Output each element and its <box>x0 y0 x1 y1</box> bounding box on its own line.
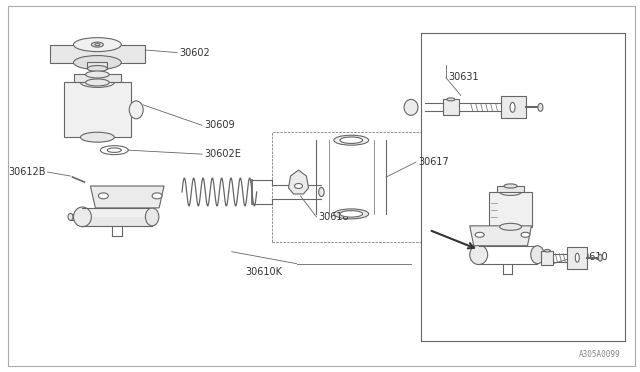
Ellipse shape <box>319 187 324 196</box>
Bar <box>489 192 532 227</box>
Ellipse shape <box>500 189 522 195</box>
Ellipse shape <box>538 103 543 111</box>
Ellipse shape <box>99 193 108 199</box>
Text: 30602: 30602 <box>179 48 210 58</box>
Ellipse shape <box>294 183 303 189</box>
Text: 30631: 30631 <box>448 73 479 83</box>
Ellipse shape <box>95 44 100 46</box>
Ellipse shape <box>476 232 484 237</box>
Bar <box>74 74 121 83</box>
Bar <box>443 99 459 115</box>
Bar <box>49 45 145 62</box>
Text: 30610K: 30610K <box>245 267 282 277</box>
Ellipse shape <box>521 232 530 237</box>
Polygon shape <box>289 170 308 194</box>
Bar <box>83 208 152 217</box>
Ellipse shape <box>86 71 109 78</box>
Ellipse shape <box>531 246 544 264</box>
Ellipse shape <box>81 77 115 87</box>
Ellipse shape <box>510 102 515 112</box>
Ellipse shape <box>74 38 121 52</box>
Text: 30609: 30609 <box>204 120 234 130</box>
Text: 30618: 30618 <box>319 212 349 222</box>
Ellipse shape <box>340 211 363 217</box>
Polygon shape <box>500 96 525 118</box>
Ellipse shape <box>152 193 162 199</box>
Bar <box>63 83 131 137</box>
Ellipse shape <box>598 254 602 261</box>
Ellipse shape <box>108 148 121 153</box>
Bar <box>541 251 554 264</box>
Bar <box>271 132 421 242</box>
Ellipse shape <box>334 135 369 145</box>
Ellipse shape <box>545 250 550 252</box>
Text: A305A0099: A305A0099 <box>579 350 620 359</box>
Polygon shape <box>567 247 588 269</box>
Ellipse shape <box>340 137 363 144</box>
Ellipse shape <box>470 245 488 264</box>
Ellipse shape <box>92 42 103 47</box>
Text: 30617: 30617 <box>418 157 449 167</box>
Ellipse shape <box>447 98 455 101</box>
Bar <box>497 186 524 192</box>
Ellipse shape <box>74 55 121 70</box>
Ellipse shape <box>145 208 159 226</box>
Ellipse shape <box>500 223 522 230</box>
Ellipse shape <box>100 146 128 155</box>
Ellipse shape <box>86 79 109 86</box>
Ellipse shape <box>74 207 92 227</box>
Ellipse shape <box>68 214 73 220</box>
Polygon shape <box>90 186 164 208</box>
Ellipse shape <box>81 132 115 142</box>
Ellipse shape <box>334 209 369 219</box>
Text: 30610: 30610 <box>577 252 608 262</box>
Ellipse shape <box>404 99 418 115</box>
Ellipse shape <box>88 65 108 71</box>
Text: 30602E: 30602E <box>204 149 241 159</box>
Text: 30612B: 30612B <box>8 167 45 177</box>
Ellipse shape <box>129 101 143 119</box>
Bar <box>88 61 108 68</box>
Bar <box>83 217 152 226</box>
Ellipse shape <box>575 253 579 262</box>
Polygon shape <box>470 226 531 246</box>
Ellipse shape <box>504 184 517 188</box>
